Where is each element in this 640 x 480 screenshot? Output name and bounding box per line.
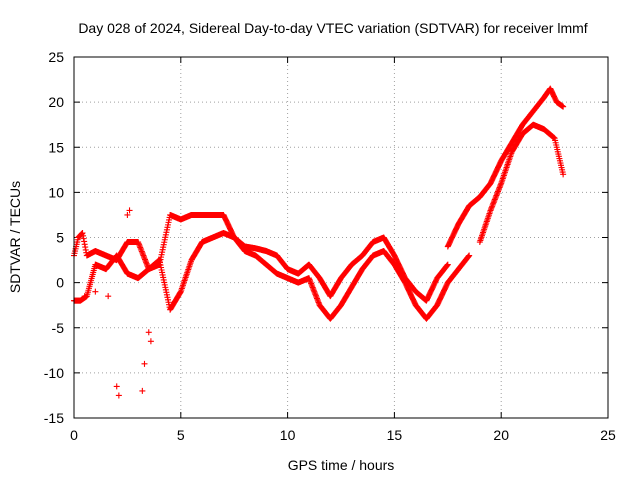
chart-title: Day 028 of 2024, Sidereal Day-to-day VTE… [78, 20, 587, 36]
y-tick-label: -15 [44, 410, 64, 426]
data-point [444, 261, 451, 268]
series-group [71, 211, 451, 304]
x-tick-label: 0 [70, 427, 78, 443]
data-point [145, 329, 152, 336]
data-point [466, 252, 473, 259]
y-tick-label: 25 [48, 49, 64, 65]
data-point [115, 392, 122, 399]
y-tick-label: 0 [56, 275, 64, 291]
y-tick-label: -10 [44, 365, 64, 381]
data-points [71, 85, 567, 399]
grid-lines [74, 57, 608, 418]
data-point [141, 360, 148, 367]
x-axis-label: GPS time / hours [288, 457, 395, 473]
data-point [81, 293, 88, 300]
plot-frame [73, 56, 609, 419]
data-point [126, 207, 133, 214]
data-point [113, 383, 120, 390]
x-tick-label: 15 [387, 427, 403, 443]
y-tick-label: 20 [48, 94, 64, 110]
y-tick-label: 10 [48, 184, 64, 200]
data-point [560, 103, 567, 110]
axis-ticks: 0 5 10 15 20 25 -15 -10 -5 0 5 10 15 20 25 [44, 49, 616, 443]
series-group [444, 85, 567, 250]
y-axis-label: SDTVAR / TECUs [7, 181, 23, 293]
x-tick-label: 10 [280, 427, 296, 443]
data-point [560, 171, 567, 178]
data-point [124, 211, 131, 218]
data-point [105, 293, 112, 300]
data-point [139, 387, 146, 394]
y-tick-label: 15 [48, 139, 64, 155]
y-tick-label: -5 [52, 320, 65, 336]
series-group [476, 121, 567, 246]
x-tick-label: 20 [493, 427, 509, 443]
series-group [81, 207, 154, 399]
x-tick-label: 5 [177, 427, 185, 443]
x-tick-label: 25 [600, 427, 616, 443]
data-point [92, 288, 99, 295]
series-group [71, 229, 473, 322]
y-tick-label: 5 [56, 230, 64, 246]
data-point [147, 338, 154, 345]
